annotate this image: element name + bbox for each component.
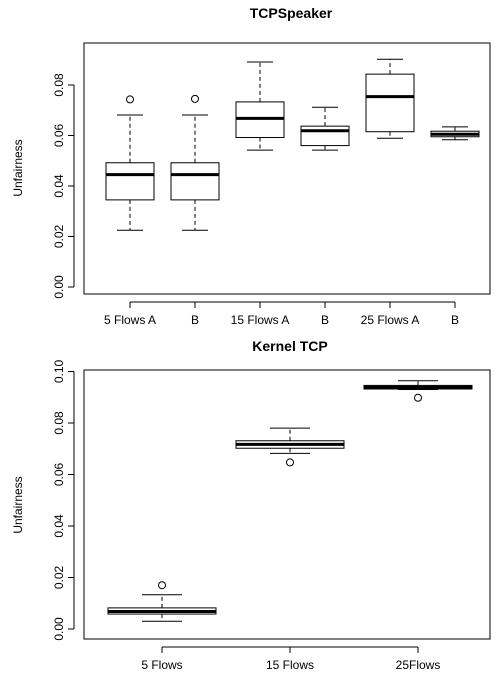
y-axis-label: Unfairness [11, 139, 25, 196]
iqr-box [105, 162, 155, 201]
x-tick-label: 5 Flows [141, 658, 182, 672]
box-1 [235, 427, 345, 467]
y-tick-label: 0.10 [52, 359, 66, 383]
y-tick-label: 0.02 [52, 224, 66, 248]
x-tick-label: 15 Flows [266, 658, 314, 672]
y-tick-label: 0.04 [52, 514, 66, 538]
outlier-point [191, 94, 199, 103]
chart-tcpspeaker: TCPSpeaker Unfairness 0.000.020.040.060.… [11, 5, 491, 327]
y-axis: 0.00 0.02 0.04 0.06 0.08 [52, 73, 75, 299]
x-tick-label: 25Flows [396, 658, 441, 672]
y-axis: 0.00 0.02 0.04 0.06 0.08 0.10 [52, 359, 75, 641]
y-tick-label: 0.06 [52, 123, 66, 147]
box-4 [365, 58, 415, 139]
chart-title: TCPSpeaker [250, 5, 333, 21]
outlier-point [414, 393, 422, 402]
plot-frame [83, 42, 491, 295]
iqr-box [170, 162, 220, 201]
chart-title: Kernel TCP [252, 338, 327, 354]
plot-frame [83, 369, 491, 640]
y-tick-label: 0.08 [52, 73, 66, 97]
boxes [105, 58, 480, 231]
outlier-point [158, 581, 166, 590]
x-axis: 5 Flows A B 15 Flows A B 25 Flows A B [104, 301, 459, 327]
box-2 [363, 380, 473, 402]
boxes [107, 380, 473, 622]
y-tick-label: 0.08 [52, 411, 66, 435]
outlier-point [286, 458, 294, 467]
y-axis-label: Unfairness [11, 476, 25, 533]
x-tick-label: 15 Flows A [231, 313, 290, 327]
box-3 [300, 106, 350, 151]
x-tick-label: B [451, 313, 459, 327]
x-tick-label: 5 Flows A [104, 313, 156, 327]
y-tick-label: 0.04 [52, 174, 66, 198]
x-tick-label: B [321, 313, 329, 327]
x-tick-label: 25 Flows A [361, 313, 420, 327]
box-5 [430, 126, 480, 141]
y-tick-label: 0.00 [52, 617, 66, 641]
box-0 [107, 581, 217, 622]
x-tick-label: B [191, 313, 199, 327]
outlier-point [126, 95, 134, 104]
box-1 [170, 94, 220, 231]
box-2 [235, 61, 285, 151]
y-tick-label: 0.02 [52, 565, 66, 589]
iqr-box [300, 125, 350, 147]
iqr-box [365, 73, 415, 133]
y-tick-label: 0.06 [52, 462, 66, 486]
box-0 [105, 95, 155, 231]
y-tick-label: 0.00 [52, 275, 66, 299]
x-axis: 5 Flows 15 Flows 25Flows [141, 646, 441, 672]
chart-kernel-tcp: Kernel TCP Unfairness 0.000.020.040.060.… [11, 338, 491, 672]
